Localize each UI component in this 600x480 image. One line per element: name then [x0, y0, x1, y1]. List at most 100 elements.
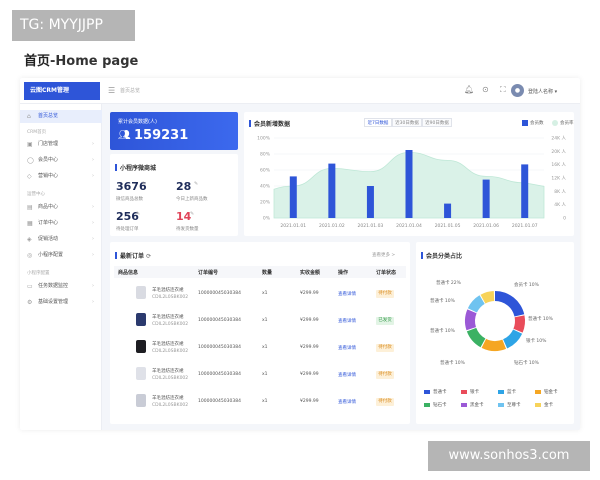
member-total-card: 累计会员数据(人) 👥︎ 159231 — [110, 112, 238, 150]
watermark-top: TG: MYYJJPP — [12, 10, 135, 41]
order-number: 100000045030384 — [198, 291, 241, 296]
pie-slice-label: 普通卡 22% — [436, 281, 461, 286]
status-badge: 待付款 — [376, 290, 394, 298]
product-sku: CDIL2L0SBK002 — [152, 295, 189, 300]
growth-chart: 0% 20% 40% 60% 80% 100% 0 4K 人 8K 人 12K 人 16K 人 20K… — [257, 136, 566, 230]
legend-swatch — [461, 403, 467, 407]
crm-dashboard: 云图CRM管理 ☰ 首页总览 🔔︎ ⊙ ⛶ ● 登陆人名称 ▾ ⌂ 首页总览 CR… — [20, 78, 580, 430]
menu-icon[interactable]: ☰ — [108, 86, 116, 95]
user-name[interactable]: 登陆人名称 ▾ — [528, 89, 558, 95]
order-number: 100000045030384 — [198, 345, 241, 350]
order-amount: ¥299.99 — [300, 291, 319, 296]
x-tick-label: 2021.01.07 — [512, 223, 538, 229]
sidebar-item-label: 基础设置管理 — [38, 299, 69, 305]
y-tick-label: 80% — [260, 152, 271, 158]
status-badge: 待付款 — [376, 344, 394, 352]
table-row[interactable]: 羊毛混纺连衣裙 CDIL2L0SBK002 100000045030384 x1 ¥29… — [110, 363, 410, 389]
y2-tick-label: 4K 人 — [554, 202, 566, 208]
view-more-link[interactable]: 查看更多 > — [372, 253, 396, 258]
growth-chart-card: 会员新增数据 近7日数据 近30日数据 近90日数据 会员数 会员率 0% 20%… — [244, 112, 574, 236]
sidebar-item-goods[interactable]: ▤ 商品中心 › — [20, 201, 102, 214]
stat-value: 14 — [176, 210, 192, 223]
legend-label: 黑金卡 — [470, 403, 484, 408]
y-tick-label: 20% — [260, 200, 271, 206]
col-header: 商品信息 — [118, 270, 139, 276]
product-sku: CDIL2L0SBK002 — [152, 349, 189, 354]
home-icon: ⌂ — [27, 113, 31, 120]
pie-slice-label: 普通卡 10% — [440, 361, 465, 366]
table-row[interactable]: 羊毛混纺连衣裙 CDIL2L0SBK002 100000045030384 x1 ¥29… — [110, 309, 410, 335]
page-heading-cn: 首页 — [24, 54, 51, 69]
pie-slice — [513, 315, 525, 333]
pie-slice-label: 普通卡 10% — [430, 329, 455, 334]
bar — [405, 150, 413, 218]
legend-label: 会员率 — [560, 121, 574, 126]
legend-swatch — [535, 403, 541, 407]
table-header-bg — [114, 266, 406, 278]
sidebar-item-overview[interactable]: ⌂ 首页总览 — [20, 110, 102, 123]
edit-icon[interactable]: ✎ — [136, 211, 141, 217]
bar — [521, 164, 529, 218]
sidebar-item-tasks[interactable]: ▭ 任务数据监控 › — [20, 280, 102, 293]
view-details-link[interactable]: 查看详情 — [338, 373, 356, 378]
chevron-right-icon: › — [92, 236, 94, 242]
fullscreen-icon[interactable]: ⛶ — [500, 85, 506, 94]
breadcrumb: 首页总览 — [120, 88, 141, 94]
chevron-right-icon: › — [92, 252, 94, 258]
edit-icon[interactable]: ✎ — [142, 181, 147, 187]
view-details-link[interactable]: 查看详情 — [338, 292, 356, 297]
product-name: 羊毛混纺连衣裙 — [152, 315, 184, 320]
edit-icon[interactable]: ✎ — [190, 211, 195, 217]
bell-icon[interactable]: 🔔︎ — [464, 85, 475, 94]
page-heading: 首页-Home page — [24, 50, 138, 69]
col-header: 订单状态 — [376, 270, 397, 276]
order-qty: x1 — [262, 372, 268, 377]
edit-icon[interactable]: ✎ — [194, 181, 199, 187]
sidebar-item-member[interactable]: ◯ 会员中心 › — [20, 154, 102, 167]
view-details-link[interactable]: 查看详情 — [338, 319, 356, 324]
legend-swatch — [424, 390, 430, 394]
table-row[interactable]: 羊毛混纺连衣裙 CDIL2L0SBK002 100000045030384 x1 ¥29… — [110, 282, 410, 308]
y-tick-label: 60% — [260, 168, 271, 174]
sidebar-item-activity[interactable]: ◈ 促销活动 › — [20, 233, 102, 246]
product-thumbnail — [136, 313, 146, 326]
product-name: 羊毛混纺连衣裙 — [152, 396, 184, 401]
sidebar-item-label: 促销活动 — [38, 236, 59, 242]
product-thumbnail — [136, 367, 146, 380]
refresh-icon[interactable]: ⟳ — [146, 253, 152, 260]
brand-logo[interactable]: 云图CRM管理 — [24, 82, 100, 100]
bar — [366, 186, 374, 218]
sidebar-item-marketing[interactable]: ◇ 营销中心 › — [20, 170, 102, 183]
order-qty: x1 — [262, 291, 268, 296]
legend-swatch — [552, 120, 558, 126]
sidebar-item-store[interactable]: ▣ 门店管理 › — [20, 138, 102, 151]
tab-30-days[interactable]: 近30日数据 — [392, 118, 422, 127]
view-details-link[interactable]: 查看详情 — [338, 400, 356, 405]
view-details-link[interactable]: 查看详情 — [338, 346, 356, 351]
legend-label: 至尊卡 — [507, 403, 521, 408]
avatar[interactable]: ● — [511, 84, 524, 97]
x-tick-label: 2021.01.01 — [280, 223, 306, 229]
x-tick-label: 2021.01.05 — [435, 223, 461, 229]
mini-store-title: 小程序微商城 — [114, 164, 157, 172]
order-qty: x1 — [262, 399, 268, 404]
sidebar-item-settings[interactable]: ⚙ 基础设置管理 › — [20, 296, 102, 309]
watermark-bottom: www.sonhos3.com — [428, 441, 590, 471]
help-icon[interactable]: ⊙ — [482, 85, 489, 94]
col-header: 订单编号 — [198, 270, 219, 276]
tab-7-days[interactable]: 近7日数据 — [364, 118, 392, 127]
legend-label: 蓝卡 — [507, 390, 516, 395]
pie-slice-label: 会员卡 10% — [514, 283, 539, 288]
sidebar-item-miniapp[interactable]: ◎ 小程序配置 › — [20, 249, 102, 262]
top-bar: 云图CRM管理 ☰ 首页总览 🔔︎ ⊙ ⛶ ● 登陆人名称 ▾ — [20, 78, 580, 104]
y2-tick-label: 24K 人 — [551, 136, 566, 142]
user-name-label: 登陆人名称 — [528, 89, 554, 95]
stat-value: 3676 — [116, 180, 147, 193]
table-row[interactable]: 羊毛混纺连衣裙 CDIL2L0SBK002 100000045030384 x1 ¥29… — [110, 390, 410, 416]
mini-store-card: 小程序微商城 3676 ✎ 微信商品总数 28 ✎ 今日上新商品数 256 ✎ … — [110, 154, 238, 236]
chevron-right-icon: › — [92, 299, 94, 305]
product-name: 羊毛混纺连衣裙 — [152, 369, 184, 374]
sidebar-item-order[interactable]: ▦ 订单中心 › — [20, 217, 102, 230]
table-row[interactable]: 羊毛混纺连衣裙 CDIL2L0SBK002 100000045030384 x1 ¥29… — [110, 336, 410, 362]
tab-90-days[interactable]: 近90日数据 — [422, 118, 452, 127]
